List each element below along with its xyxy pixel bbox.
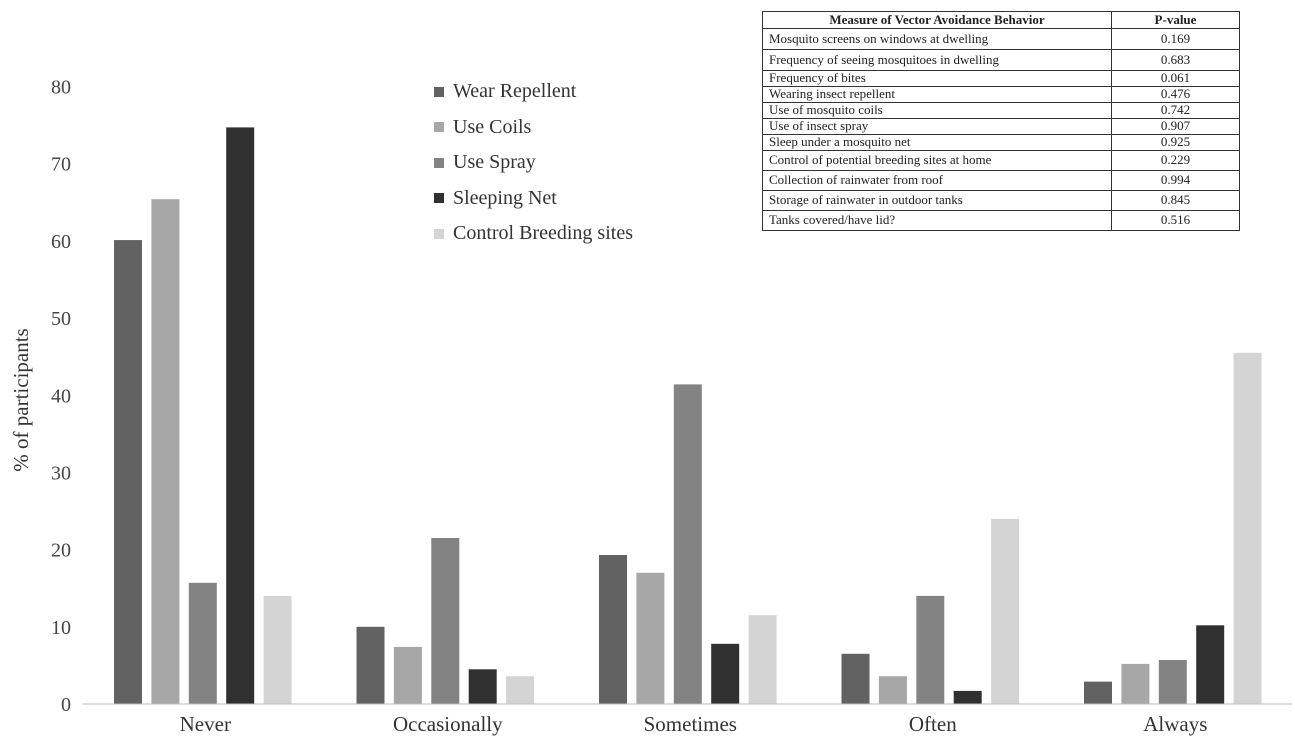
bar [188, 582, 217, 704]
table-cell-pvalue: 0.229 [1111, 150, 1240, 171]
table-row: Control of potential breeding sites at h… [762, 150, 1240, 171]
legend-label: Sleeping Net [453, 186, 557, 209]
bar [878, 676, 907, 704]
bar [953, 690, 982, 704]
y-axis-label: % of participants [9, 328, 33, 471]
legend-label: Control Breeding sites [453, 222, 633, 245]
x-tick-label: Sometimes [644, 712, 737, 736]
table-cell-pvalue: 0.742 [1111, 102, 1240, 119]
y-tick-label: 30 [51, 462, 71, 484]
y-tick-label: 80 [51, 77, 71, 99]
table-cell-pvalue: 0.683 [1111, 49, 1240, 71]
table-body: Mosquito screens on windows at dwelling 0… [762, 28, 1240, 231]
table-row: Sleep under a mosquito net 0.925 [762, 134, 1240, 151]
bar [1196, 625, 1225, 704]
table-cell-measure: Control of potential breeding sites at h… [762, 150, 1112, 171]
table-row: Collection of rainwater from roof 0.994 [762, 170, 1240, 191]
table-cell-measure: Mosquito screens on windows at dwelling [762, 28, 1112, 50]
table-header-row: Measure of Vector Avoidance Behavior P-v… [762, 11, 1240, 29]
legend-swatch [434, 86, 444, 97]
bar [263, 595, 292, 704]
table-row: Mosquito screens on windows at dwelling 0… [762, 28, 1240, 50]
legend-swatch [434, 122, 444, 133]
legend-swatch [434, 193, 444, 204]
bar [1158, 660, 1187, 704]
bar [114, 240, 142, 704]
table-cell-pvalue: 0.907 [1111, 118, 1240, 135]
legend-item: Use Coils [434, 110, 633, 146]
y-tick-label: 60 [51, 231, 71, 253]
table-row: Storage of rainwater in outdoor tanks 0.8… [762, 190, 1240, 211]
table-cell-pvalue: 0.994 [1111, 170, 1240, 191]
table-cell-pvalue: 0.061 [1111, 70, 1240, 87]
table-row: Use of mosquito coils 0.742 [762, 102, 1240, 119]
table-header-measure: Measure of Vector Avoidance Behavior [762, 11, 1112, 29]
y-axis: 0 10 20 30 40 50 60 70 80 [51, 77, 71, 717]
bar [991, 518, 1020, 705]
table-row: Frequency of bites 0.061 [762, 70, 1240, 87]
bar [1084, 681, 1112, 704]
bar [431, 538, 460, 704]
bar [393, 646, 422, 704]
legend-item: Wear Repellent [434, 74, 633, 110]
table-row: Frequency of seeing mosquitoes in dwelli… [762, 49, 1240, 71]
legend-item: Sleeping Net [434, 181, 633, 217]
table-cell-measure: Use of insect spray [762, 118, 1112, 135]
table-cell-measure: Sleep under a mosquito net [762, 134, 1112, 151]
bar [506, 676, 535, 704]
table-cell-measure: Wearing insect repellent [762, 86, 1112, 103]
y-tick-label: 40 [51, 385, 71, 407]
p-value-table: Measure of Vector Avoidance Behavior P-v… [762, 11, 1240, 231]
table-cell-pvalue: 0.169 [1111, 28, 1240, 50]
legend-label: Use Spray [453, 151, 536, 174]
bar [916, 595, 945, 704]
bar [711, 643, 740, 704]
legend-swatch [434, 157, 444, 168]
x-tick-label: Always [1143, 712, 1207, 736]
legend: Wear Repellent Use Coils Use Spray Sleeping… [434, 74, 633, 252]
table-cell-measure: Frequency of bites [762, 70, 1112, 87]
bar [151, 199, 180, 704]
y-tick-label: 70 [51, 154, 71, 176]
x-tick-label: Occasionally [393, 712, 503, 736]
bar [468, 669, 497, 704]
bar [1121, 663, 1150, 704]
table-header-pvalue: P-value [1111, 11, 1240, 29]
bar [636, 572, 665, 704]
bar [673, 384, 702, 704]
table-cell-pvalue: 0.516 [1111, 210, 1240, 231]
legend-label: Wear Repellent [453, 80, 577, 103]
bars [114, 127, 1262, 705]
y-tick-label: 50 [51, 308, 71, 330]
bar [356, 626, 385, 704]
x-axis: Never Occasionally Sometimes Often Always [180, 712, 1208, 736]
x-tick-label: Never [180, 712, 231, 736]
x-tick-label: Often [909, 712, 957, 736]
table-cell-measure: Use of mosquito coils [762, 102, 1112, 119]
legend-item: Use Spray [434, 145, 633, 181]
table-cell-pvalue: 0.925 [1111, 134, 1240, 151]
table-cell-measure: Storage of rainwater in outdoor tanks [762, 190, 1112, 211]
legend-label: Use Coils [453, 115, 532, 138]
table-cell-pvalue: 0.845 [1111, 190, 1240, 211]
table-cell-measure: Tanks covered/have lid? [762, 210, 1112, 231]
table-cell-pvalue: 0.476 [1111, 86, 1240, 103]
table-cell-measure: Collection of rainwater from roof [762, 170, 1112, 191]
bar [599, 555, 627, 704]
table-row: Wearing insect repellent 0.476 [762, 86, 1240, 103]
legend-swatch [434, 228, 444, 239]
y-tick-label: 0 [61, 694, 71, 716]
table-cell-measure: Frequency of seeing mosquitoes in dwelli… [762, 49, 1112, 71]
y-tick-label: 20 [51, 540, 71, 562]
bar [226, 127, 255, 704]
table-row: Use of insect spray 0.907 [762, 118, 1240, 135]
y-tick-label: 10 [51, 617, 71, 639]
bar [841, 653, 870, 704]
bar [748, 615, 777, 704]
bar [1233, 352, 1262, 704]
table-row: Tanks covered/have lid? 0.516 [762, 210, 1240, 231]
legend-item: Control Breeding sites [434, 216, 633, 252]
